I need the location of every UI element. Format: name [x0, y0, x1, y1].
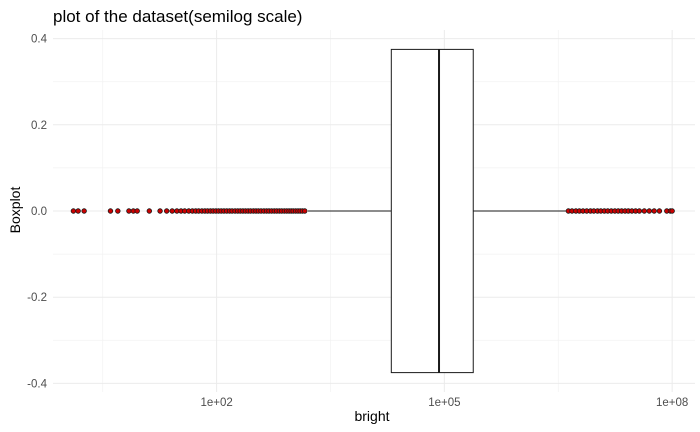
outlier-point: [641, 208, 648, 214]
y-axis-ticks: 0.4 0.2 0.0 -0.2 -0.4: [27, 34, 47, 391]
outlier-point: [134, 208, 140, 214]
y-tick-label: 0.2: [31, 120, 47, 132]
outlier-point: [126, 208, 132, 214]
outlier-point: [107, 208, 114, 214]
outlier-point: [669, 208, 675, 214]
chart-title: plot of the dataset(semilog scale): [53, 7, 302, 26]
y-tick-label: -0.2: [27, 292, 47, 304]
y-axis-title: Boxplot: [7, 187, 23, 234]
y-tick-label: 0.0: [31, 206, 47, 218]
outlier-point: [163, 208, 170, 214]
y-tick-label: 0.4: [31, 34, 48, 46]
x-tick-label: 1e+05: [428, 397, 460, 409]
x-axis-ticks: 1e+02 1e+05 1e+08: [200, 397, 688, 409]
outlier-point: [146, 208, 153, 214]
outlier-point: [169, 208, 175, 214]
outlier-point: [636, 208, 643, 214]
outlier-points: [70, 208, 675, 214]
outlier-point: [646, 208, 652, 214]
outlier-point: [70, 208, 77, 214]
x-axis-title: bright: [354, 408, 389, 424]
outlier-point: [75, 208, 81, 214]
outlier-point: [115, 208, 121, 214]
outlier-point: [651, 208, 657, 214]
x-tick-label: 1e+08: [656, 397, 688, 409]
outlier-point: [157, 208, 163, 214]
outlier-point: [81, 208, 87, 214]
box-elements: [308, 48, 567, 374]
outlier-point: [656, 208, 663, 214]
y-tick-label: -0.4: [27, 378, 47, 390]
interquartile-box: [390, 48, 474, 374]
x-tick-label: 1e+02: [200, 397, 232, 409]
outlier-point: [302, 208, 308, 214]
